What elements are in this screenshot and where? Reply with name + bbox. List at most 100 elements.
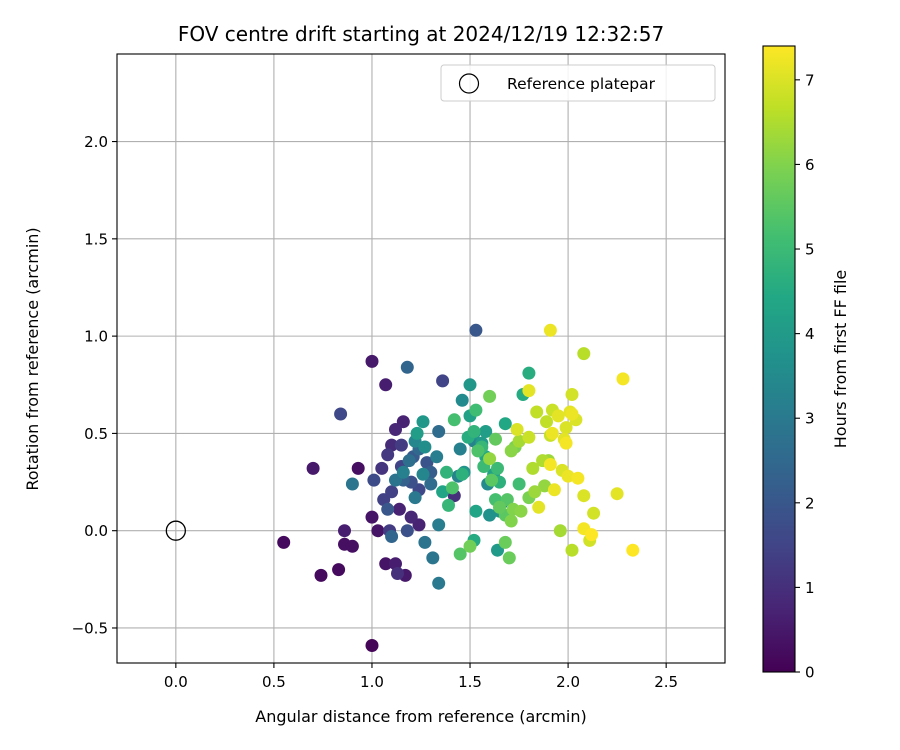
colorbar-tick-label: 7 — [805, 71, 815, 89]
y-axis-title: Rotation from reference (arcmin) — [23, 227, 42, 490]
data-point — [528, 485, 542, 499]
data-point — [345, 539, 359, 553]
data-point — [565, 388, 579, 401]
data-point — [389, 557, 402, 571]
data-point — [514, 504, 528, 518]
data-point — [338, 524, 351, 538]
data-point — [394, 438, 408, 452]
data-point — [453, 442, 467, 456]
data-point — [371, 524, 385, 538]
colorbar-frame — [762, 45, 796, 673]
legend-box — [440, 64, 716, 102]
data-point — [385, 530, 399, 543]
colorbar-tick-label: 2 — [805, 494, 815, 512]
legend: Reference platepar — [440, 64, 716, 102]
data-point — [400, 524, 414, 538]
data-point — [561, 469, 575, 483]
x-tick-label: 2.0 — [556, 673, 580, 691]
colorbar-ticks: 0 1 2 3 4 5 6 7 — [795, 71, 815, 682]
data-point — [483, 508, 497, 522]
colorbar-tick-label: 6 — [805, 156, 815, 174]
data-point — [471, 444, 485, 458]
data-point — [526, 461, 540, 475]
data-point — [345, 477, 359, 491]
data-point — [375, 461, 389, 475]
colorbar-tick-label: 0 — [805, 664, 815, 682]
reference-marker-layer — [165, 520, 186, 541]
data-point — [502, 551, 516, 565]
data-point — [334, 407, 348, 421]
colorbar: 0 1 2 3 4 5 6 7 Hours from first FF file — [762, 45, 850, 682]
data-point — [432, 576, 446, 590]
data-point — [553, 524, 567, 538]
data-point — [512, 434, 526, 448]
data-point — [463, 378, 477, 392]
data-point — [512, 477, 526, 491]
data-point — [385, 485, 399, 499]
data-point — [469, 403, 483, 417]
data-point — [510, 423, 524, 436]
data-point — [404, 510, 418, 524]
data-point — [424, 477, 438, 491]
data-point — [365, 639, 379, 652]
data-point — [365, 354, 379, 368]
data-point — [585, 528, 599, 542]
y-tick-label: 0.5 — [84, 425, 108, 443]
plot-background — [117, 54, 725, 663]
x-axis-ticks: 0.0 0.5 1.0 1.5 2.0 2.5 — [164, 663, 678, 691]
data-point — [367, 473, 381, 487]
data-point — [551, 409, 565, 423]
data-point — [559, 421, 573, 435]
data-points — [277, 323, 640, 652]
colorbar-tick-label: 5 — [805, 241, 815, 259]
data-point — [396, 465, 410, 479]
y-tick-label: 2.0 — [84, 133, 108, 151]
data-point — [467, 425, 481, 438]
reference-point-marker — [165, 520, 186, 541]
data-point — [491, 461, 504, 475]
data-point — [522, 366, 536, 380]
data-point — [432, 425, 446, 438]
data-point — [463, 539, 477, 553]
data-point — [453, 547, 467, 561]
data-point — [416, 415, 430, 429]
data-point — [616, 372, 630, 386]
data-point — [469, 323, 483, 337]
data-point — [565, 543, 579, 557]
colorbar-tick-label: 3 — [805, 410, 815, 428]
colorbar-title: Hours from first FF file — [831, 270, 850, 449]
data-point — [571, 471, 585, 485]
data-point — [543, 458, 557, 471]
data-point — [402, 454, 416, 468]
data-point — [587, 506, 601, 520]
data-point — [504, 444, 518, 458]
x-axis-title: Angular distance from reference (arcmin) — [255, 707, 586, 726]
data-point — [538, 479, 552, 493]
data-point — [545, 426, 559, 440]
data-point — [522, 384, 536, 398]
data-point — [610, 487, 624, 501]
data-point — [445, 481, 459, 495]
data-point — [498, 535, 512, 549]
data-point — [455, 393, 469, 407]
data-point — [455, 467, 469, 481]
data-point — [400, 360, 414, 374]
data-point — [306, 461, 320, 475]
data-point — [447, 413, 461, 427]
x-tick-label: 2.5 — [654, 673, 678, 691]
x-tick-label: 1.0 — [360, 673, 384, 691]
x-tick-label: 0.5 — [262, 673, 286, 691]
legend-label-reference: Reference platepar — [507, 75, 656, 93]
data-point — [504, 514, 518, 528]
data-point — [565, 407, 579, 421]
data-point — [379, 378, 393, 392]
data-point — [577, 489, 591, 503]
data-point — [442, 498, 455, 512]
data-point — [389, 423, 402, 436]
data-point — [392, 502, 406, 516]
data-point — [479, 425, 493, 438]
data-point — [416, 467, 430, 481]
y-axis-ticks: −0.5 0.0 0.5 1.0 1.5 2.0 — [72, 133, 117, 637]
y-tick-label: 0.0 — [84, 522, 108, 540]
